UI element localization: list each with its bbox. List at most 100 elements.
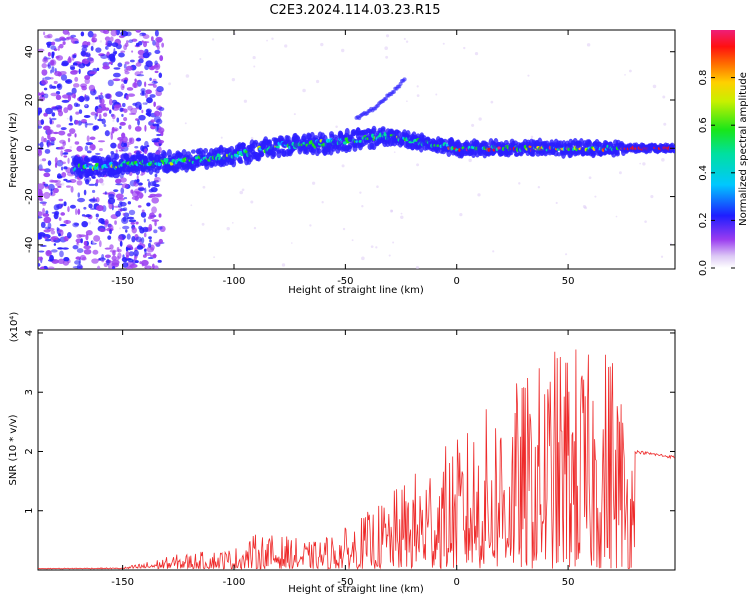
noise-blob xyxy=(45,210,49,214)
noise-blob xyxy=(140,211,147,218)
noise-blob xyxy=(59,36,66,41)
snr-scale-label: (x10⁴) xyxy=(9,312,20,343)
colorbar-tick-label: 0.0 xyxy=(698,260,709,276)
snr-y-label: SNR (10 * v/v) xyxy=(8,414,19,485)
noise-blob xyxy=(117,203,123,208)
noise-blob xyxy=(43,191,51,199)
noise-speck xyxy=(405,40,409,43)
noise-blob xyxy=(152,253,157,259)
noise-speck xyxy=(231,78,236,82)
noise-blob xyxy=(144,124,147,132)
noise-blob xyxy=(52,131,59,135)
noise-speck xyxy=(293,113,296,116)
noise-speck xyxy=(66,117,69,120)
noise-blob xyxy=(75,208,78,216)
colorbar-label: Normalized spectral amplitude xyxy=(738,72,749,226)
noise-blob xyxy=(147,83,155,86)
noise-speck xyxy=(406,100,408,103)
noise-speck xyxy=(565,253,568,256)
noise-blob xyxy=(38,256,44,261)
noise-blob xyxy=(97,140,106,143)
noise-blob xyxy=(143,148,148,155)
noise-blob xyxy=(51,66,55,73)
noise-blob xyxy=(61,94,70,99)
echo-halo xyxy=(208,162,214,168)
colorbar: 0.0 0.2 0.4 0.6 0.8 Normalized spectral ampl… xyxy=(698,30,749,276)
noise-blob xyxy=(153,265,159,269)
noise-blob xyxy=(90,111,97,116)
noise-blob xyxy=(99,103,106,107)
noise-blob xyxy=(119,240,123,247)
noise-blob xyxy=(74,260,81,265)
noise-blob xyxy=(76,180,83,186)
echo-halo xyxy=(344,127,350,137)
noise-blob xyxy=(43,183,49,187)
noise-blob xyxy=(43,93,49,99)
noise-blob xyxy=(123,142,128,147)
noise-speck xyxy=(77,123,80,126)
noise-speck xyxy=(474,52,479,56)
noise-blob xyxy=(136,137,142,142)
noise-blob xyxy=(116,117,120,123)
noise-speck xyxy=(118,227,122,230)
noise-blob xyxy=(88,183,96,186)
noise-blob xyxy=(44,76,51,80)
noise-blob xyxy=(123,79,128,84)
noise-blob xyxy=(47,160,52,166)
colorbar-tick-label: 0.6 xyxy=(698,117,709,133)
noise-blob xyxy=(49,84,53,89)
noise-blob xyxy=(69,115,73,122)
noise-blob xyxy=(122,102,126,108)
noise-blob xyxy=(95,179,99,184)
noise-blob xyxy=(108,197,116,205)
noise-blob xyxy=(72,70,79,73)
noise-blob xyxy=(63,151,69,155)
noise-speck xyxy=(52,38,56,42)
noise-speck xyxy=(302,88,306,93)
noise-speck xyxy=(39,159,43,162)
noise-speck xyxy=(152,81,154,84)
noise-blob xyxy=(152,78,157,82)
x-tick-label: 50 xyxy=(562,577,575,588)
noise-blob xyxy=(41,158,47,162)
noise-blob xyxy=(62,161,66,165)
noise-speck xyxy=(361,256,365,261)
noise-blob xyxy=(142,41,148,48)
noise-blob xyxy=(69,204,76,209)
y-tick-label: 3 xyxy=(24,389,35,395)
noise-blob xyxy=(126,87,134,91)
noise-speck xyxy=(661,158,665,162)
noise-blob xyxy=(43,112,48,117)
echo-halo xyxy=(340,146,346,152)
noise-blob xyxy=(99,228,106,232)
noise-speck xyxy=(81,90,84,92)
noise-speck xyxy=(87,221,92,225)
noise-speck xyxy=(518,182,521,185)
noise-blob xyxy=(157,38,162,43)
noise-blob xyxy=(39,244,47,247)
noise-blob xyxy=(54,210,60,216)
noise-blob xyxy=(68,122,74,126)
noise-speck xyxy=(385,55,389,59)
noise-blob xyxy=(119,121,126,126)
noise-blob xyxy=(107,54,115,61)
noise-blob xyxy=(130,189,134,194)
noise-blob xyxy=(132,82,139,89)
noise-blob xyxy=(128,251,135,257)
noise-blob xyxy=(55,104,63,110)
noise-blob xyxy=(58,130,66,136)
echo-halo xyxy=(203,147,209,154)
noise-blob xyxy=(111,103,115,110)
noise-blob xyxy=(67,31,70,36)
noise-blob xyxy=(88,84,96,92)
noise-blob xyxy=(38,263,41,267)
noise-blob xyxy=(81,214,86,217)
noise-speck xyxy=(105,111,108,114)
noise-blob xyxy=(43,34,51,39)
x-tick-label: -100 xyxy=(223,577,246,588)
noise-blob xyxy=(110,133,113,140)
noise-speck xyxy=(490,100,494,104)
noise-blob xyxy=(89,136,96,140)
noise-speck xyxy=(642,162,646,166)
noise-speck xyxy=(415,265,420,269)
